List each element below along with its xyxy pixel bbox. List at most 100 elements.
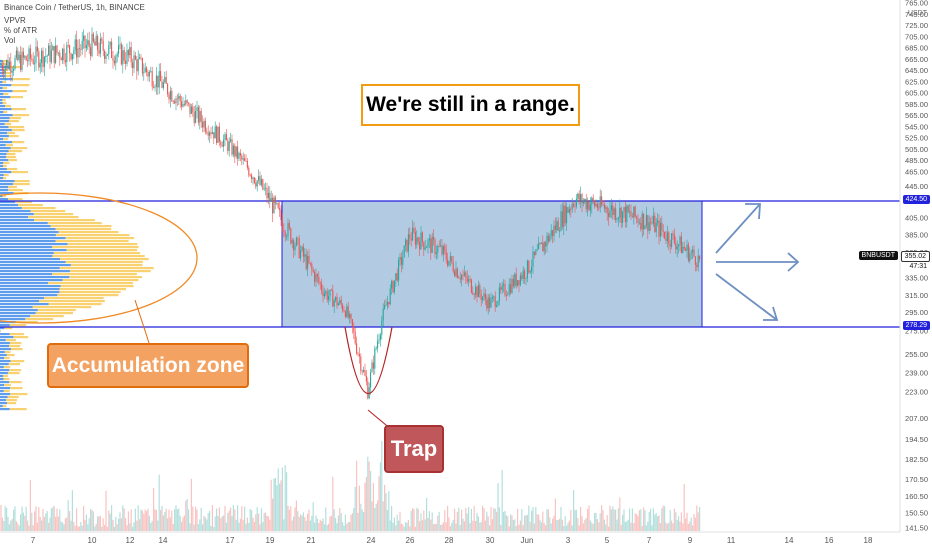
vp-bar-yellow (8, 189, 23, 192)
volume-bar (95, 523, 97, 531)
volume-bar (38, 507, 40, 531)
volume-bar (34, 511, 36, 531)
candle (575, 194, 577, 209)
candle (98, 42, 100, 57)
volume-bar (396, 514, 398, 531)
candle (73, 46, 75, 60)
price-tick-label: 565.00 (905, 111, 928, 120)
candle (342, 303, 344, 313)
vp-bar-yellow (8, 159, 18, 162)
candle (188, 102, 190, 107)
volume-bar (682, 523, 684, 531)
volume-bar (651, 525, 653, 531)
vp-bar-yellow (2, 195, 6, 198)
vp-bar-yellow (59, 267, 154, 270)
volume-bar (175, 505, 177, 531)
volume-bar (529, 521, 531, 531)
candle (316, 273, 318, 283)
indicator-atr: % of ATR (4, 26, 38, 35)
chart-title: Binance Coin / TetherUS, 1h, BINANCE (4, 3, 145, 12)
volume-bar (447, 505, 449, 531)
volume-bar (699, 507, 701, 531)
volume-bar (301, 515, 303, 531)
candle (519, 272, 521, 287)
volume-bar (127, 511, 129, 531)
candle (631, 212, 633, 218)
volume-bar (273, 478, 275, 531)
vp-bar-blue (0, 315, 31, 318)
candle (69, 44, 71, 62)
volume-bar (494, 508, 496, 531)
volume-bar (511, 515, 513, 531)
vp-bar-yellow (67, 243, 138, 246)
volume-bar (433, 524, 435, 531)
vp-bar-blue (0, 144, 6, 147)
candle (1, 60, 3, 75)
volume-bar (218, 507, 220, 531)
volume-bar (487, 516, 489, 531)
candle (612, 202, 614, 220)
candle (260, 174, 262, 187)
candle (517, 280, 519, 287)
candle (540, 242, 542, 245)
volume-bar (526, 514, 528, 531)
price-tick-label: 223.00 (905, 388, 928, 397)
volume-bar (69, 511, 71, 531)
volume-bar (473, 505, 475, 531)
candle (449, 251, 451, 267)
candle (127, 48, 129, 62)
range-top-price-label: 424.50 (902, 195, 930, 204)
vp-bar-yellow (8, 120, 19, 123)
candle (231, 134, 233, 157)
volume-bar (253, 522, 255, 531)
vp-bar-blue (0, 318, 26, 321)
vp-bar-blue (0, 399, 6, 402)
volume-bar (290, 506, 292, 531)
candle (409, 227, 411, 245)
volume-bar (379, 462, 381, 531)
candle (255, 178, 257, 190)
candle (633, 206, 635, 225)
volume-bar (508, 526, 510, 531)
volume-bar (631, 508, 633, 531)
candle (288, 220, 290, 231)
volume-bar (402, 524, 404, 531)
candle (458, 275, 460, 279)
candle (662, 224, 664, 238)
volume-bar (59, 509, 61, 531)
price-axis: 765.00 745.00 725.00 705.00 685.00 665.00 645.… (905, 0, 928, 533)
candle (697, 248, 699, 272)
volume-bar (129, 523, 131, 531)
candle (272, 193, 274, 223)
candle (428, 234, 430, 249)
volume-bar (444, 510, 446, 531)
candle (477, 280, 479, 298)
vp-bar-blue (0, 108, 12, 111)
candle (598, 202, 600, 211)
volume-bar (608, 526, 610, 531)
time-tick-label: 10 (88, 536, 97, 545)
candle (664, 231, 666, 240)
candle (238, 151, 240, 162)
volume-bar (91, 510, 93, 531)
candle (297, 237, 299, 246)
price-tick-label: 385.00 (905, 231, 928, 240)
volume-bar (683, 483, 685, 531)
candle (329, 289, 331, 302)
candle (470, 278, 472, 294)
vp-bar-yellow (9, 333, 24, 336)
volume-bar (535, 507, 537, 531)
vp-bar-blue (0, 378, 4, 381)
volume-bar (265, 512, 267, 531)
candle (602, 200, 604, 206)
candle (216, 124, 218, 146)
price-tick-label: 445.00 (905, 182, 928, 191)
vp-bar-yellow (65, 261, 143, 264)
vp-bar-yellow (4, 384, 11, 387)
volume-bar (692, 525, 694, 531)
volume-bar (318, 523, 320, 531)
candle (280, 205, 282, 226)
volume-bar (150, 522, 152, 531)
vp-bar-yellow (9, 117, 21, 120)
